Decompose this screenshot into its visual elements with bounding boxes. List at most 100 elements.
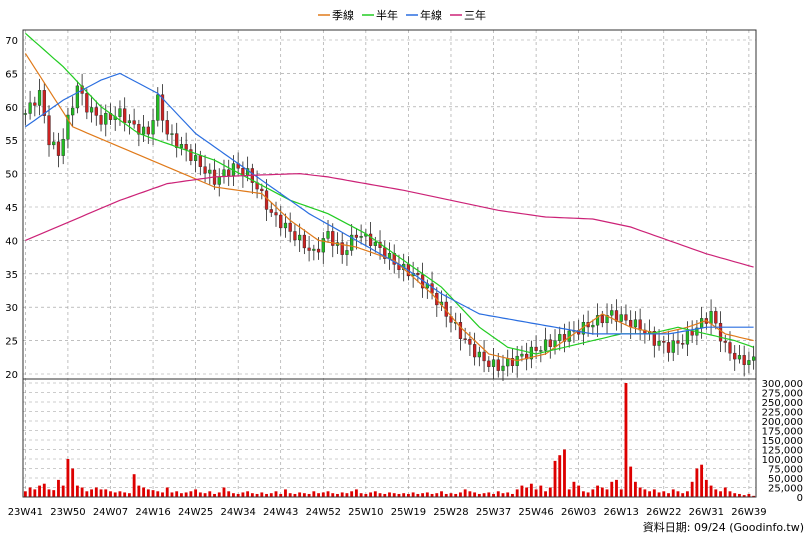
volume-bar — [501, 493, 505, 497]
candle-body — [141, 126, 146, 135]
candle-body — [539, 350, 543, 352]
volume-bar — [23, 491, 27, 497]
volume-bar — [170, 492, 174, 497]
volume-bar — [596, 485, 599, 497]
volume-bar — [302, 493, 306, 497]
ma-line-year — [25, 72, 754, 335]
candle-body — [175, 133, 179, 148]
volume-bar — [421, 493, 425, 497]
volume-bar — [444, 493, 448, 497]
volume-tick-label: 0 — [797, 493, 803, 504]
candle-body — [416, 273, 420, 275]
volume-bar — [213, 493, 216, 497]
volume-bar — [662, 491, 666, 497]
x-axis: 23W41 23W50 24W07 24W16 24W25 24W34 24W43 24W52… — [8, 507, 767, 518]
volume-bar — [57, 479, 60, 497]
candle-body — [728, 342, 732, 354]
candle-body — [160, 94, 165, 121]
candle-body — [288, 222, 292, 232]
volume-bar — [94, 487, 98, 497]
candle-body — [473, 344, 477, 358]
x-tick-label: 26W39 — [731, 507, 766, 518]
volume-bar — [581, 491, 585, 497]
candle-body — [638, 319, 642, 331]
volume-bar — [506, 492, 510, 497]
candle-body — [193, 155, 198, 161]
volume-bar — [406, 493, 410, 497]
candle-body — [85, 93, 89, 113]
candle-body — [681, 343, 685, 345]
x-tick-label: 24W52 — [306, 507, 341, 518]
volume-bar — [47, 489, 51, 497]
candle-body — [723, 340, 727, 343]
candle-body — [685, 330, 690, 345]
candle-body — [690, 330, 694, 336]
candle-body — [33, 102, 37, 106]
volume-bar — [529, 483, 533, 497]
candle-body — [595, 315, 600, 326]
candle-body — [534, 346, 538, 351]
volume-bar — [312, 491, 316, 497]
volume-bar — [350, 491, 354, 497]
volume-bar — [511, 493, 514, 497]
x-tick-label: 26W13 — [604, 507, 639, 518]
candle-body — [340, 242, 344, 255]
candle-body — [482, 351, 486, 362]
candle-body — [614, 310, 619, 322]
volume-bar — [142, 487, 146, 497]
volume-bar — [392, 493, 396, 497]
volume-tick-label: 275,000 — [762, 389, 803, 400]
volume-bar — [704, 479, 708, 497]
volume-bar — [61, 485, 65, 497]
volume-bar — [553, 460, 557, 497]
volume-bar — [71, 468, 75, 497]
candle-body — [52, 141, 56, 146]
volume-bar — [255, 493, 259, 497]
plot-border — [22, 29, 757, 498]
volume-bar — [359, 493, 363, 497]
candle-body — [458, 322, 463, 339]
candle-body — [657, 340, 661, 346]
volume-bar — [709, 485, 713, 497]
volume-bar — [293, 493, 297, 497]
candle-body — [146, 126, 150, 135]
volume-bar — [544, 491, 547, 497]
candle-body — [742, 355, 746, 365]
legend-label-3year: 三年 — [464, 8, 486, 22]
volume-bars — [23, 383, 756, 497]
candle-body — [543, 339, 548, 351]
candle-body — [359, 236, 363, 238]
volume-bar — [525, 487, 529, 497]
volume-bar — [728, 491, 732, 497]
x-tick-label: 24W07 — [93, 507, 128, 518]
volume-bar — [667, 493, 670, 497]
volume-bar — [534, 489, 538, 497]
volume-bar — [619, 489, 623, 497]
price-tick-label: 20 — [5, 370, 18, 381]
candle-body — [151, 120, 155, 135]
candle-body — [184, 144, 188, 150]
volume-bar — [326, 491, 330, 497]
volume-axis: 025,00050,00075,000100,000125,000150,000… — [762, 379, 803, 504]
volume-tick-label: 25,000 — [768, 484, 803, 495]
volume-bar — [482, 493, 486, 497]
candle-body — [94, 107, 98, 116]
volume-bar — [567, 489, 571, 497]
x-tick-label: 25W46 — [518, 507, 553, 518]
x-tick-label: 26W03 — [561, 507, 596, 518]
volume-bar — [402, 493, 406, 497]
candle-body — [610, 310, 614, 316]
candle-body — [264, 190, 269, 210]
volume-bar — [137, 485, 141, 497]
volume-bar — [700, 464, 704, 497]
candle-body — [714, 311, 718, 324]
volume-bar — [411, 492, 415, 497]
candle-body — [118, 108, 122, 117]
volume-bar — [520, 485, 524, 497]
candle-body — [525, 353, 529, 360]
price-tick-label: 60 — [5, 103, 18, 114]
volume-bar — [109, 491, 112, 497]
price-tick-label: 40 — [5, 236, 18, 247]
volume-bar — [38, 485, 41, 497]
volume-bar — [42, 483, 46, 497]
